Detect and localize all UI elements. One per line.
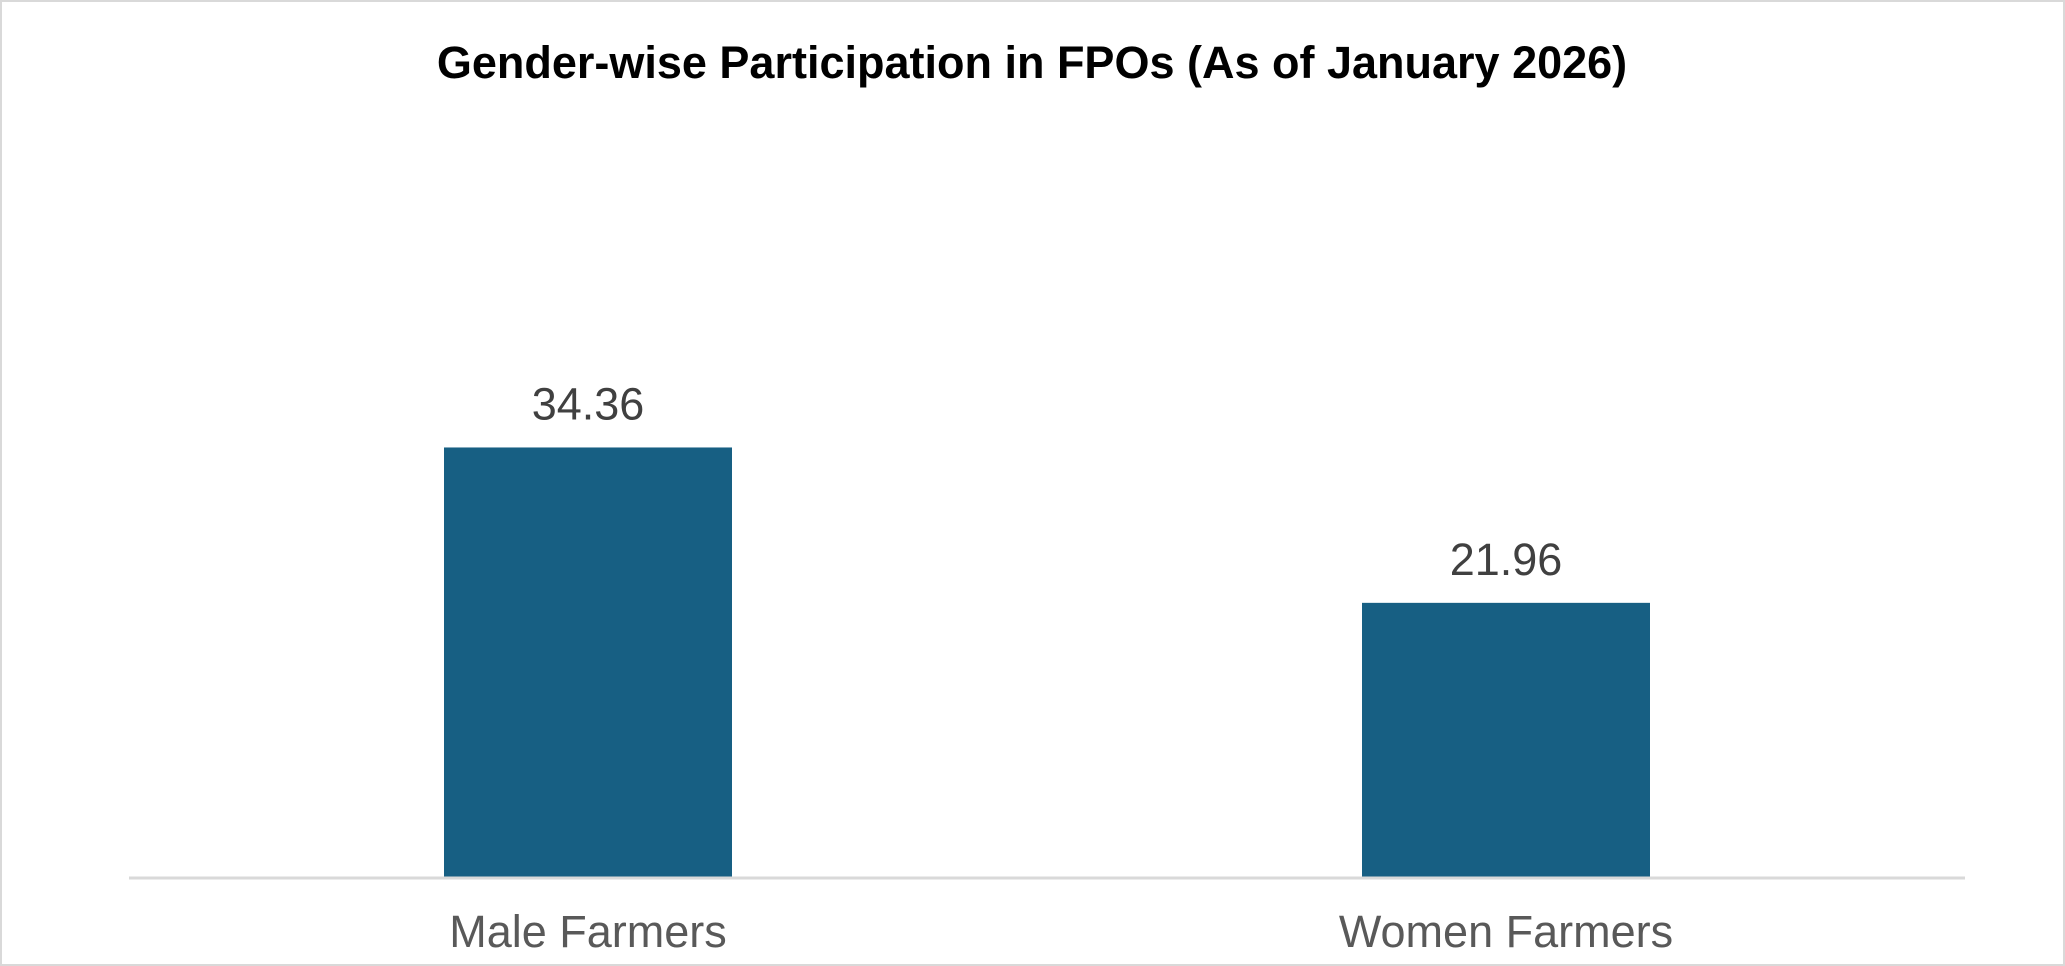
bar-women-farmers: [1362, 602, 1650, 878]
data-label: 34.36: [532, 378, 645, 429]
bars-layer: [444, 447, 1650, 878]
labels-layer: 34.36 Male Farmers 21.96 Women Farmers: [449, 378, 1673, 957]
x-tick-label: Male Farmers: [449, 906, 727, 957]
chart-title: Gender-wise Participation in FPOs (As of…: [437, 37, 1627, 88]
bar-male-farmers: [444, 447, 732, 878]
x-tick-label: Women Farmers: [1339, 906, 1673, 957]
data-label: 21.96: [1450, 534, 1563, 585]
